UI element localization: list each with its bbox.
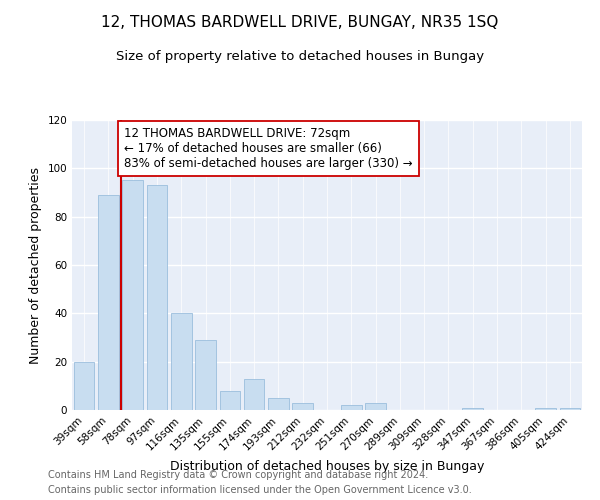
- Bar: [463, 408, 483, 410]
- Bar: [98, 195, 119, 410]
- Bar: [341, 405, 362, 410]
- Bar: [268, 398, 289, 410]
- Bar: [560, 408, 580, 410]
- Text: Contains HM Land Registry data © Crown copyright and database right 2024.: Contains HM Land Registry data © Crown c…: [48, 470, 428, 480]
- Bar: [365, 403, 386, 410]
- Y-axis label: Number of detached properties: Number of detached properties: [29, 166, 42, 364]
- Bar: [535, 408, 556, 410]
- Bar: [171, 314, 191, 410]
- Bar: [292, 403, 313, 410]
- Bar: [122, 180, 143, 410]
- Text: Contains public sector information licensed under the Open Government Licence v3: Contains public sector information licen…: [48, 485, 472, 495]
- Text: 12, THOMAS BARDWELL DRIVE, BUNGAY, NR35 1SQ: 12, THOMAS BARDWELL DRIVE, BUNGAY, NR35 …: [101, 15, 499, 30]
- Text: Size of property relative to detached houses in Bungay: Size of property relative to detached ho…: [116, 50, 484, 63]
- Bar: [195, 340, 216, 410]
- Bar: [74, 362, 94, 410]
- Bar: [244, 378, 265, 410]
- Bar: [146, 185, 167, 410]
- Bar: [220, 390, 240, 410]
- Text: 12 THOMAS BARDWELL DRIVE: 72sqm
← 17% of detached houses are smaller (66)
83% of: 12 THOMAS BARDWELL DRIVE: 72sqm ← 17% of…: [124, 127, 413, 170]
- X-axis label: Distribution of detached houses by size in Bungay: Distribution of detached houses by size …: [170, 460, 484, 473]
